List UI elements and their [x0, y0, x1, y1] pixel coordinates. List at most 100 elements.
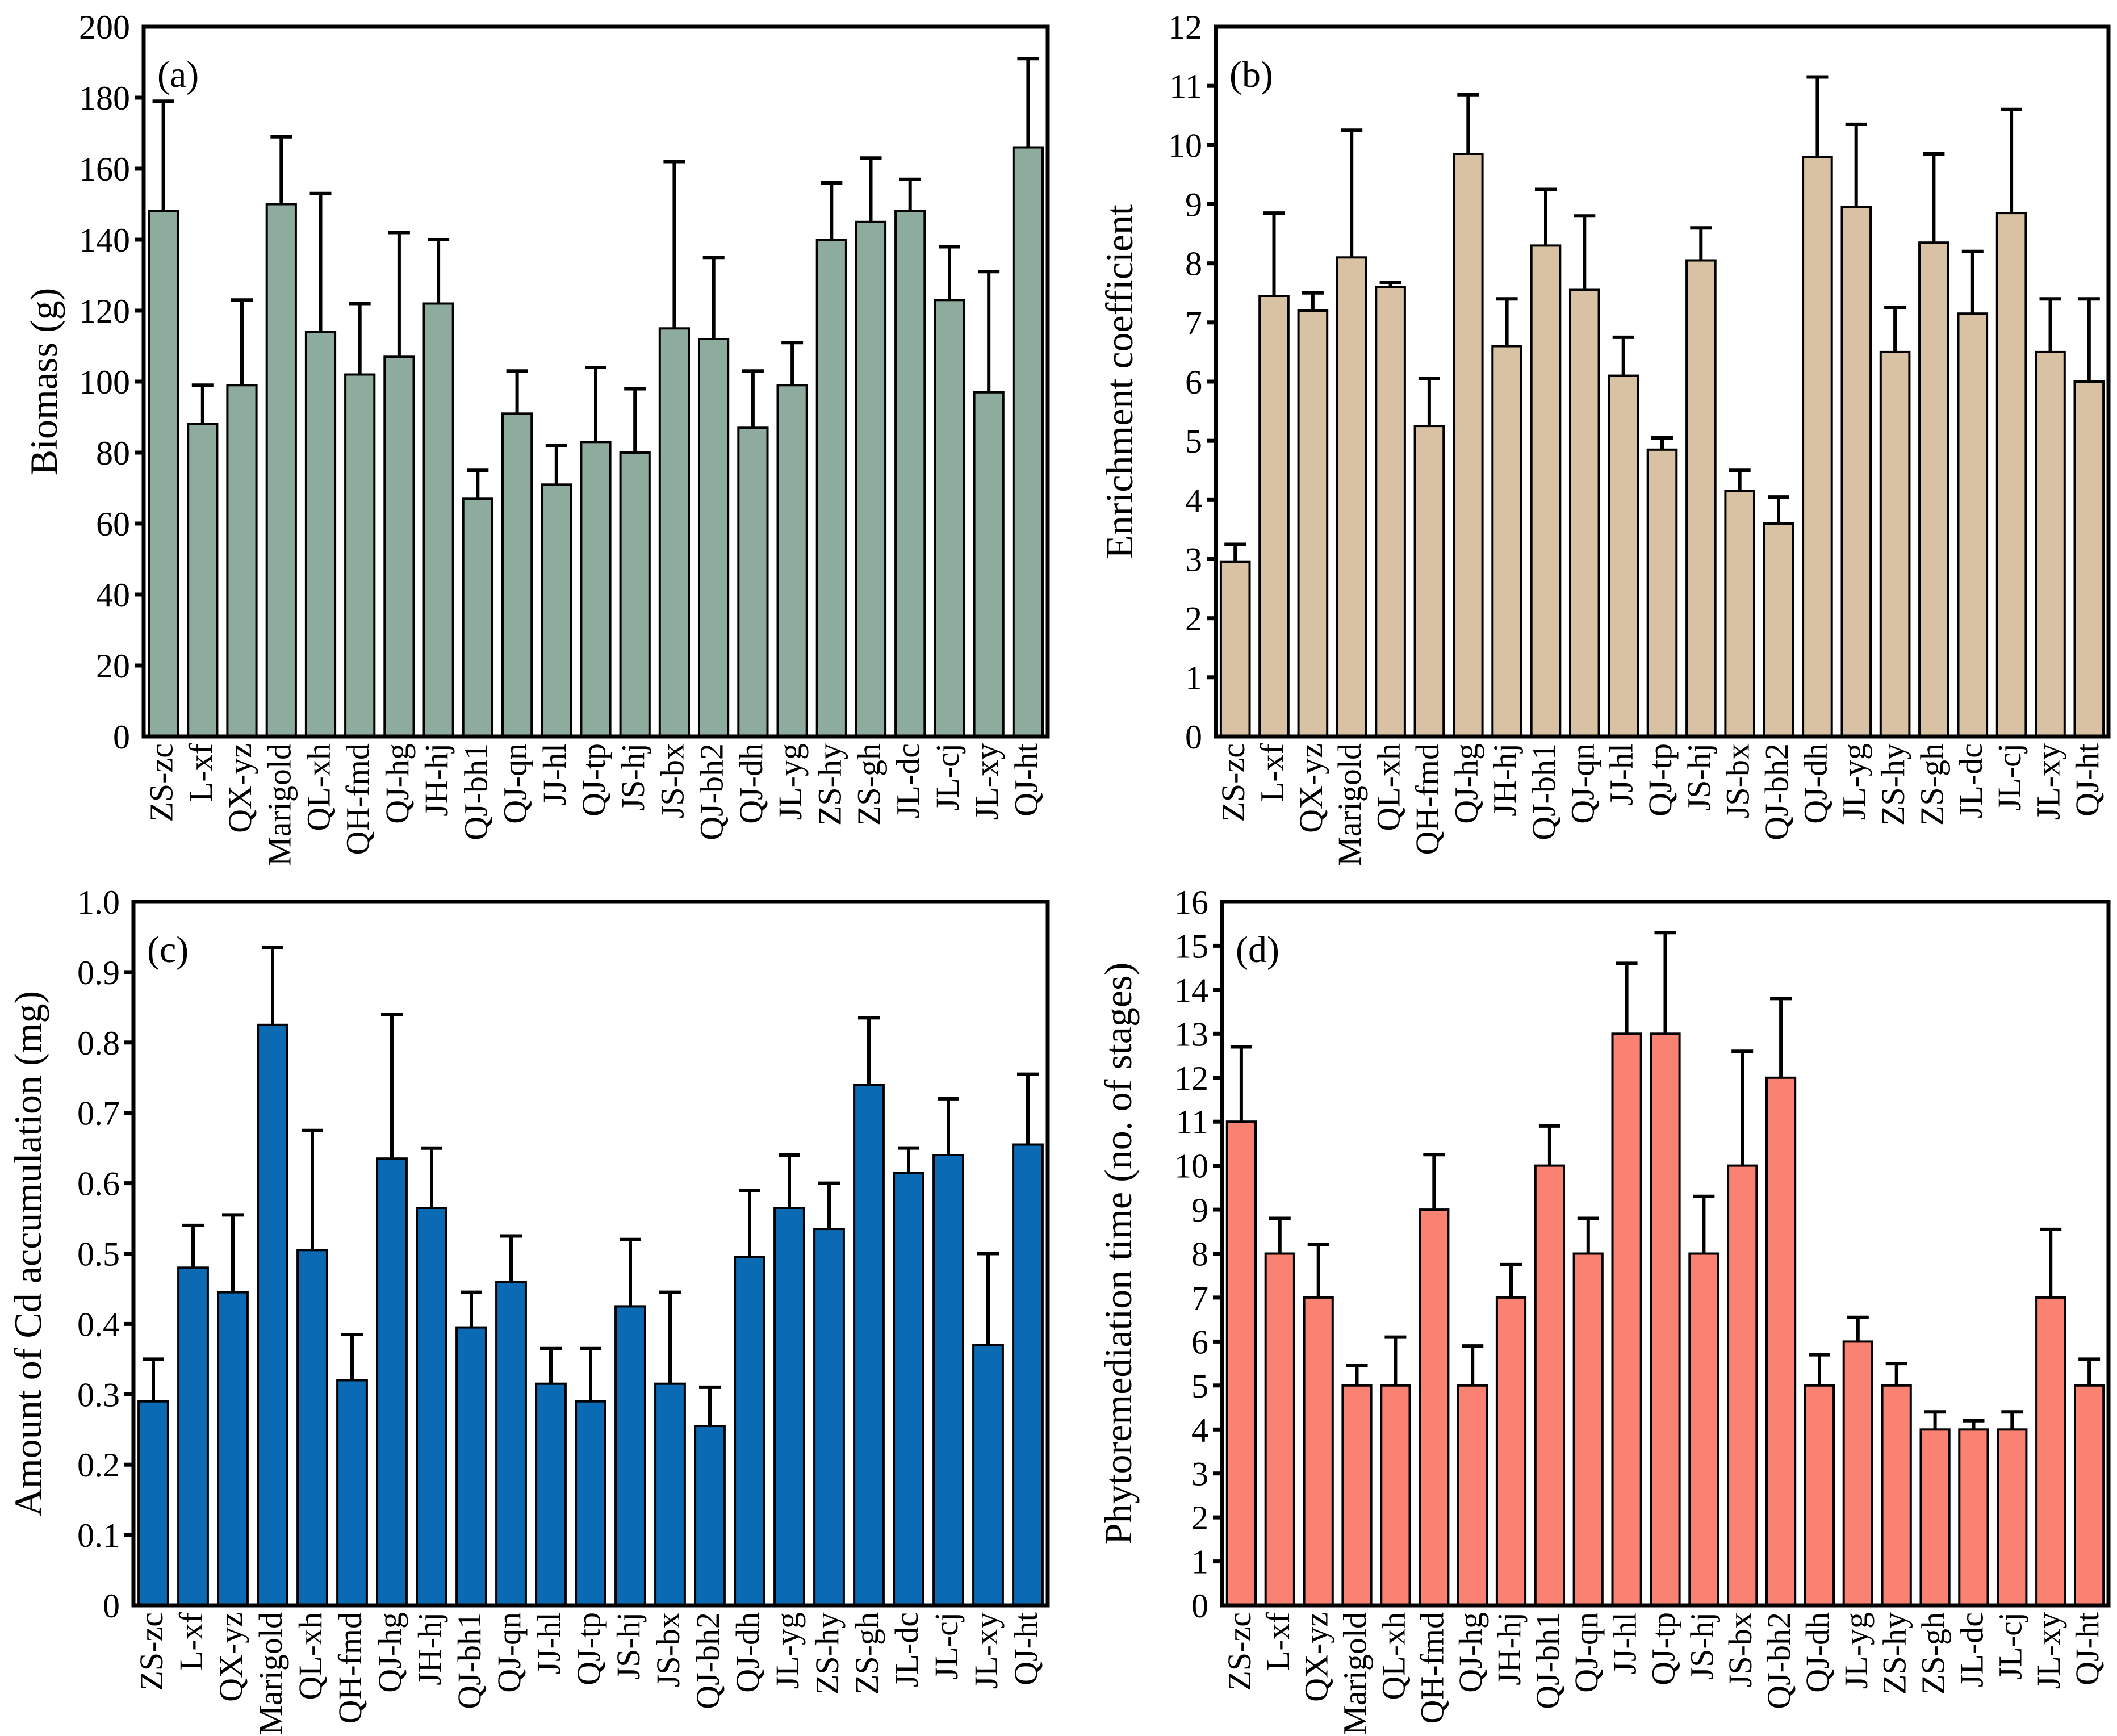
x-label-JS-hj: JS-hj [610, 1612, 647, 1680]
panel-a-biomass-chart: 0 20 40 60 80 100 120 140 160 180 200 ZS-zc L-xf QX-y… [22, 9, 1050, 866]
y-tick-label: 0 [1185, 718, 1202, 756]
x-label-QJ-dh: QJ-dh [729, 1612, 766, 1693]
bar-QJ-bh1 [455, 1326, 487, 1607]
y-tick-label: 0.9 [77, 954, 120, 992]
x-label-JL-dc: JL-dc [888, 1612, 925, 1687]
bar-QJ-dh [734, 1256, 765, 1607]
y-tick-label: 0 [1191, 1587, 1208, 1625]
x-label-QH-fmd: QH-fmd [1409, 743, 1446, 855]
x-label-QJ-bh2: QJ-bh2 [693, 743, 730, 840]
bar-QJ-tp [1646, 448, 1678, 738]
y-tick-label: 5 [1191, 1367, 1208, 1405]
bar-JS-hj [1685, 259, 1717, 738]
x-label-QL-xh: QL-xh [1375, 1612, 1412, 1700]
bar-QH-fmd [1419, 1208, 1450, 1607]
bar-ZS-zc [1225, 1120, 1257, 1607]
x-label-ZS-hy: ZS-hy [809, 1612, 846, 1695]
bar-QJ-tp [580, 441, 612, 738]
bar-JS-bx [1727, 1164, 1758, 1607]
x-label-L-xf: L-xf [1260, 1612, 1296, 1671]
x-label-Marigold: Marigold [1337, 1612, 1374, 1735]
bar-QJ-tp [1650, 1032, 1681, 1607]
panel-label: (b) [1229, 54, 1273, 95]
bar-QH-fmd [344, 373, 376, 738]
bar-JL-dc [1957, 312, 1989, 738]
bar-JL-xy [2035, 350, 2066, 738]
bar-Marigold [1341, 1384, 1373, 1607]
y-axis-ticks [135, 95, 144, 668]
y-tick-label: 0.5 [77, 1236, 120, 1273]
bar-QJ-bh2 [1765, 1076, 1797, 1607]
bar-JS-bx [654, 1382, 686, 1607]
x-label-JL-xy: JL-xy [968, 1612, 1005, 1689]
bar-ZS-gh [853, 1084, 885, 1607]
bar-L-xf [187, 423, 219, 738]
y-tick-label: 100 [79, 363, 130, 401]
bar-JL-cj [932, 1154, 964, 1607]
bar-Marigold [1336, 256, 1367, 738]
x-label-QJ-ht: QJ-ht [2069, 1612, 2106, 1685]
y-axis-ticks [1207, 83, 1216, 680]
y-tick-label: 0 [103, 1587, 120, 1625]
bar-QX-yz [226, 384, 258, 738]
bar-JL-yg [776, 384, 808, 738]
x-label-QJ-tp: QJ-tp [570, 1612, 607, 1685]
y-tick-label: 9 [1191, 1191, 1208, 1229]
x-label-JL-xy: JL-xy [968, 743, 1005, 820]
x-label-QL-xh: QL-xh [300, 743, 337, 831]
bar-JJ-hl [1608, 374, 1639, 738]
y-tick-label: 7 [1191, 1279, 1208, 1317]
bar-QJ-bh2 [1763, 522, 1794, 738]
x-label-ZS-hy: ZS-hy [1876, 1612, 1913, 1695]
x-label-Marigold: Marigold [1331, 743, 1368, 866]
x-label-JL-yg: JL-yg [772, 743, 809, 820]
x-label-JJ-hl: JJ-hl [530, 1612, 567, 1675]
y-tick-label: 16 [1174, 884, 1208, 921]
x-label-QJ-bh1: QJ-bh1 [451, 1612, 488, 1709]
x-label-JL-dc: JL-dc [1953, 1612, 1990, 1687]
bar-JH-hj [422, 302, 454, 738]
bar-JL-dc [894, 210, 926, 738]
x-label-JL-xy: JL-xy [2030, 1612, 2067, 1689]
y-tick-label: 160 [79, 150, 130, 188]
bar-Marigold [257, 1023, 288, 1607]
bars [137, 1023, 1044, 1607]
x-label-JJ-hl: JJ-hl [1603, 743, 1640, 806]
x-label-L-xf: L-xf [182, 743, 219, 802]
bar-QJ-hg [1457, 1384, 1488, 1607]
x-label-JL-yg: JL-yg [769, 1612, 806, 1689]
y-tick-label: 3 [1191, 1455, 1208, 1493]
bar-JS-bx [658, 327, 691, 738]
bar-JH-hj [416, 1207, 447, 1607]
bar-QJ-dh [1802, 156, 1833, 738]
x-label-QJ-tp: QJ-tp [1642, 743, 1679, 817]
y-tick-label: 200 [79, 9, 130, 46]
x-label-JS-bx: JS-bx [1722, 1612, 1759, 1687]
bar-QJ-hg [376, 1157, 408, 1607]
x-label-QJ-ht: QJ-ht [2069, 743, 2106, 817]
bar-JL-yg [1842, 1340, 1873, 1607]
x-label-QX-yz: QX-yz [221, 743, 258, 833]
y-tick-label: 1.0 [77, 884, 120, 921]
bar-JJ-hl [541, 483, 572, 738]
bar-QJ-dh [1804, 1384, 1835, 1607]
x-label-ZS-gh: ZS-gh [1915, 1612, 1952, 1695]
bar-QJ-ht [2074, 1384, 2105, 1607]
bar-JL-xy [2035, 1296, 2066, 1607]
x-label-QJ-tp: QJ-tp [575, 743, 612, 817]
x-label-QJ-tp: QJ-tp [1645, 1612, 1682, 1685]
bar-L-xf [1264, 1252, 1295, 1607]
bar-JS-bx [1724, 490, 1756, 738]
bar-QL-xh [1380, 1384, 1411, 1607]
bar-Marigold [265, 203, 297, 738]
y-tick-label: 0.1 [77, 1517, 120, 1554]
x-label-JJ-hl: JJ-hl [1606, 1612, 1643, 1675]
x-label-QJ-hg: QJ-hg [1452, 1612, 1489, 1693]
x-label-L-xf: L-xf [1254, 743, 1291, 802]
bar-JH-hj [1491, 345, 1522, 738]
x-label-QJ-bh2: QJ-bh2 [1758, 743, 1795, 840]
x-label-QJ-ht: QJ-ht [1007, 743, 1044, 817]
